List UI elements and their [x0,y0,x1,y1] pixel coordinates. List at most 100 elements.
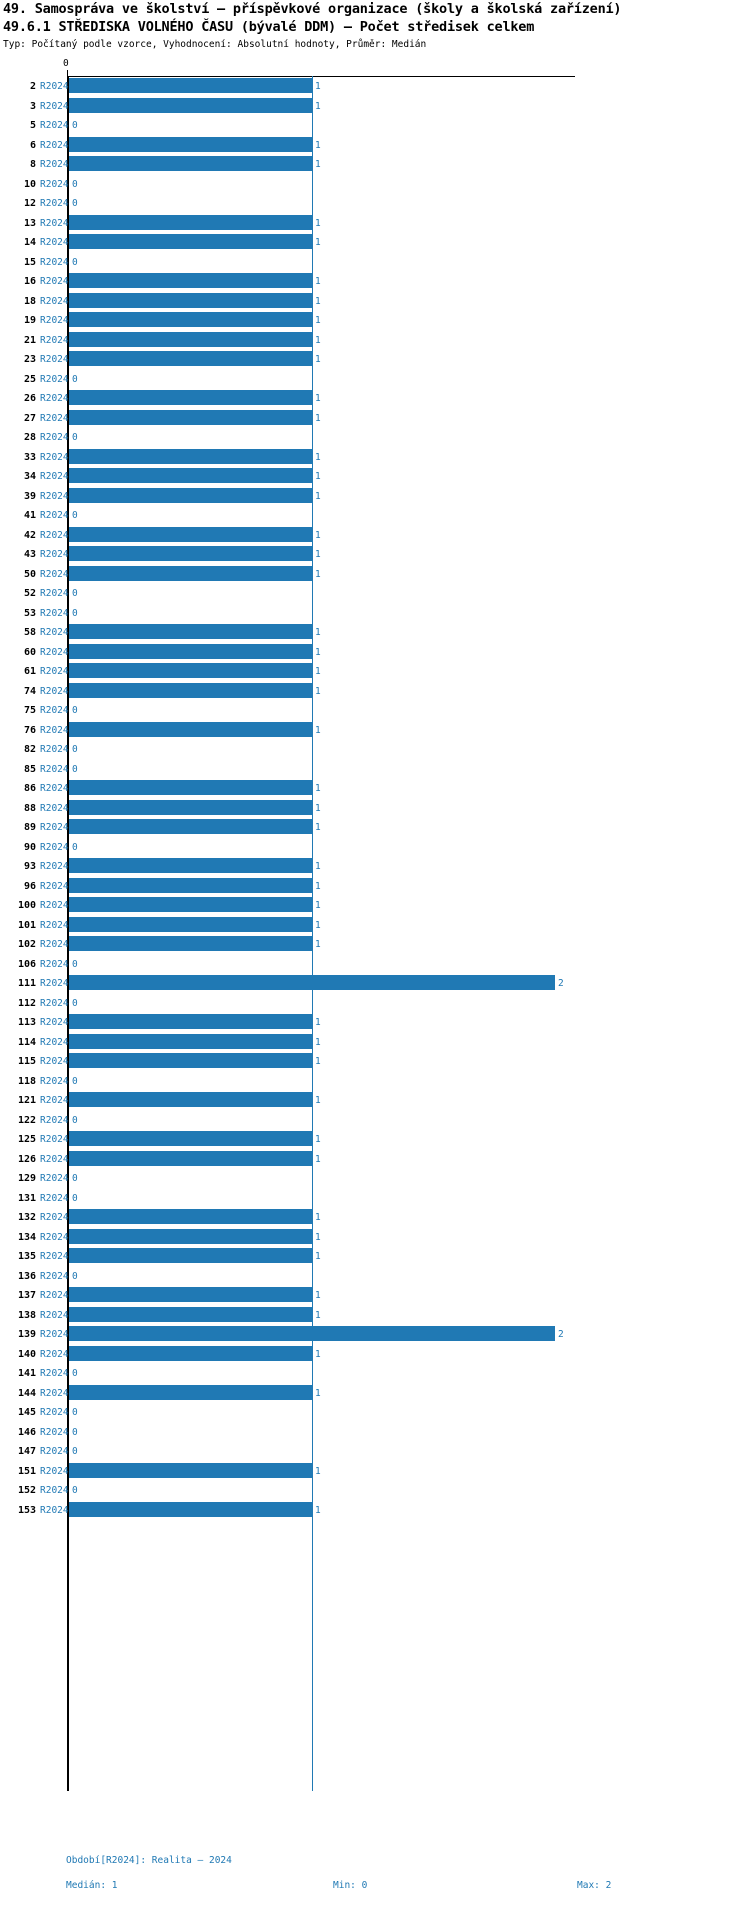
row-period-label: R2024 [40,1426,69,1438]
bar-track: 1 [69,1462,669,1478]
chart-row: 113 R2024 1 [0,1013,750,1033]
bar-value-label: 1 [315,939,321,950]
chart-row: 82 R2024 0 [0,740,750,760]
chart-row: 10 R2024 0 [0,175,750,195]
chart-row: 52 R2024 0 [0,584,750,604]
row-category-label: 6 [29,139,36,151]
chart-row: 33 R2024 1 [0,448,750,468]
row-category-label: 86 [23,783,36,794]
bar [69,136,312,152]
bar [69,1326,555,1341]
chart-row: 122 R2024 0 [0,1111,750,1131]
row-period-label: R2024 [40,1465,69,1477]
bar [69,1228,312,1244]
bar-track: 0 [69,1268,669,1283]
bar-value-label: 0 [72,1485,78,1496]
chart-row: 96 R2024 1 [0,877,750,897]
bar-track: 0 [69,429,669,444]
bar-track: 1 [69,487,669,503]
bar [69,975,555,990]
bar-track: 0 [69,1365,669,1380]
bar-value-label: 1 [315,1231,321,1243]
row-category-label: 10 [23,178,36,190]
row-period-label: R2024 [40,666,69,677]
bar-value-label: 1 [315,1134,321,1145]
row-category-label: 16 [23,276,36,287]
bar-track: 1 [69,468,669,483]
row-category-label: 60 [23,646,36,658]
bar-value-label: 1 [315,295,321,307]
row-category-label: 13 [23,217,36,229]
row-category-label: 112 [17,997,36,1009]
row-category-label: 129 [17,1173,36,1184]
bar-track: 0 [69,1424,669,1439]
chart-row: 146 R2024 0 [0,1423,750,1443]
row-category-label: 76 [23,724,36,736]
bar [69,156,312,171]
bar-track: 1 [69,409,669,425]
bar-value-label: 1 [315,919,321,931]
bar [69,292,312,308]
bar-track: 1 [69,643,669,659]
row-category-label: 132 [17,1212,36,1223]
row-period-label: R2024 [40,978,69,989]
bar-track: 1 [69,1306,669,1322]
row-period-label: R2024 [40,939,69,950]
row-category-label: 34 [23,471,36,482]
row-period-label: R2024 [40,763,69,775]
chart-row: 101 R2024 1 [0,916,750,936]
row-category-label: 88 [23,802,36,814]
row-category-label: 3 [29,100,36,112]
bar-track: 1 [69,390,669,405]
row-category-label: 137 [17,1290,36,1301]
bar [69,351,312,366]
row-category-label: 151 [17,1465,36,1477]
bar [69,897,312,912]
bar [69,643,312,659]
bar-track: 1 [69,234,669,249]
bar-value-label: 1 [315,1387,321,1399]
bar-value-label: 1 [315,549,321,560]
bar-value-label: 1 [315,1290,321,1301]
bar-value-label: 1 [315,1056,321,1067]
chart-row: 102 R2024 1 [0,935,750,955]
chart-row: 145 R2024 0 [0,1403,750,1423]
report-title-line2: 49.6.1 STŘEDISKA VOLNÉHO ČASU (bývalé DD… [3,19,535,35]
row-category-label: 28 [23,432,36,443]
bar [69,1033,312,1049]
bar [69,546,312,561]
x-axis-tick-mark [67,70,68,76]
chart-row: 16 R2024 1 [0,272,750,292]
bar-value-label: 1 [315,822,321,833]
chart-row: 89 R2024 1 [0,818,750,838]
bar [69,234,312,249]
chart-row: 28 R2024 0 [0,428,750,448]
bar-track: 1 [69,1501,669,1517]
chart-row: 61 R2024 1 [0,662,750,682]
bar-value-label: 0 [72,705,78,716]
bar-value-label: 1 [315,646,321,658]
row-category-label: 2 [29,81,36,92]
row-category-label: 89 [23,822,36,833]
row-category-label: 113 [17,1017,36,1028]
bar-track: 1 [69,1287,669,1302]
row-period-label: R2024 [40,1173,69,1184]
chart-row: 18 R2024 1 [0,292,750,312]
bar-track: 1 [69,1092,669,1107]
report-title-line1: 49. Samospráva ve školství – příspěvkové… [3,1,622,17]
chart-row: 112 R2024 0 [0,994,750,1014]
bar-track: 0 [69,741,669,756]
row-category-label: 14 [23,237,36,248]
bar [69,273,312,288]
chart-row: 85 R2024 0 [0,760,750,780]
row-period-label: R2024 [40,822,69,833]
row-category-label: 141 [17,1368,36,1379]
row-category-label: 131 [17,1192,36,1204]
bar-track: 1 [69,799,669,815]
bar-value-label: 1 [315,217,321,229]
bar-track: 0 [69,176,669,191]
chart-row: 114 R2024 1 [0,1033,750,1053]
row-category-label: 106 [17,958,36,970]
row-category-label: 121 [17,1095,36,1106]
bar [69,1287,312,1302]
